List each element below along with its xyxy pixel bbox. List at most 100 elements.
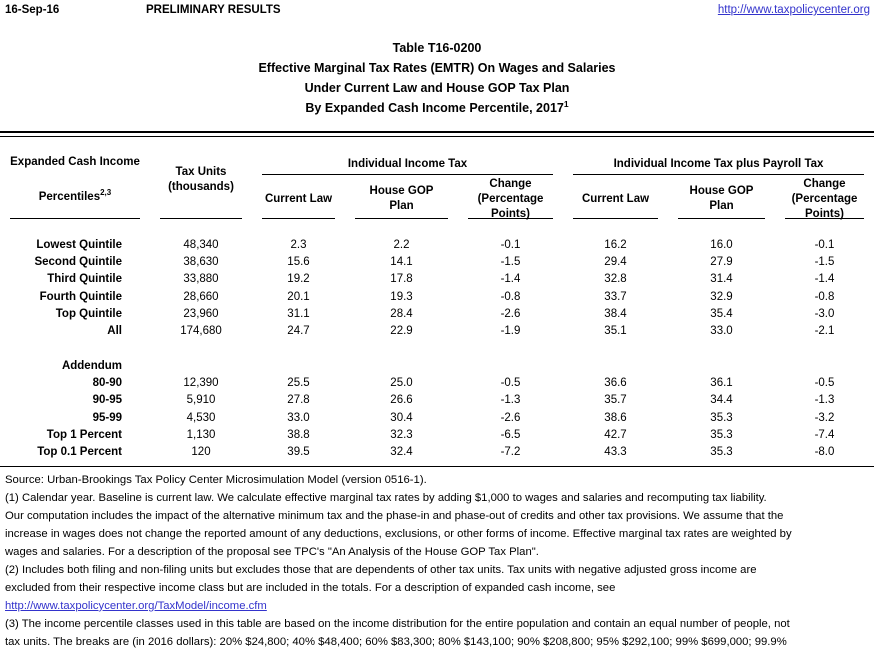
- data-cell: 25.5: [287, 377, 310, 390]
- data-cell: 17.8: [390, 273, 413, 286]
- row-label: Top Quintile: [55, 307, 122, 320]
- table-row: 95-99 4,530 33.0 30.4 -2.6 38.6 35.3 -3.2: [0, 409, 874, 426]
- data-cell: 38.6: [604, 411, 627, 424]
- data-cell: -2.6: [500, 411, 521, 424]
- column-header-change-payroll: Change (Percentage Points): [775, 175, 874, 223]
- data-cell: 15.6: [287, 255, 310, 268]
- data-cell: 23,960: [183, 307, 219, 320]
- data-cell: -8.0: [814, 446, 835, 459]
- data-cell: 12,390: [183, 377, 219, 390]
- table-subtitle-2: Under Current Law and House GOP Tax Plan: [304, 81, 570, 95]
- row-label: Top 0.1 Percent: [37, 446, 122, 459]
- data-cell: 30.4: [390, 411, 413, 424]
- data-cell: 35.3: [710, 411, 733, 424]
- source-note: Source: Urban-Brookings Tax Policy Cente…: [5, 473, 427, 486]
- data-cell: 22.9: [390, 325, 413, 338]
- table-number-title: Table T16-0200: [392, 41, 482, 55]
- footnotes: Source: Urban-Brookings Tax Policy Cente…: [0, 467, 874, 651]
- data-cell: 35.3: [710, 428, 733, 441]
- data-cell: 27.9: [710, 255, 733, 268]
- data-cell: 33.0: [287, 411, 310, 424]
- data-cell: -2.1: [814, 325, 835, 338]
- row-label: Lowest Quintile: [36, 238, 122, 251]
- data-cell: -0.1: [500, 238, 521, 251]
- data-cell: 35.3: [710, 446, 733, 459]
- row-label: All: [107, 325, 122, 338]
- table-row: All 174,680 24.7 22.9 -1.9 35.1 33.0 -2.1: [0, 322, 874, 339]
- report-date: 16-Sep-16: [5, 4, 60, 16]
- row-label: Fourth Quintile: [39, 290, 122, 303]
- row-label: 80-90: [92, 377, 122, 390]
- data-cell: 38.4: [604, 307, 627, 320]
- column-header-current-law-payroll: Current Law: [563, 175, 668, 223]
- group-header-income-plus-payroll-tax: Individual Income Tax plus Payroll Tax: [563, 137, 874, 175]
- data-cell: 2.3: [290, 238, 307, 251]
- header-underline: [160, 218, 242, 219]
- data-cell: 120: [191, 446, 211, 459]
- row-label: Third Quintile: [47, 273, 122, 286]
- data-cell: 24.7: [287, 325, 310, 338]
- table-header: Expanded Cash Income Percentiles2,3 Tax …: [0, 137, 874, 223]
- footnote-3: (3) The income percentile classes used i…: [5, 617, 790, 648]
- table-row: Addendum: [0, 357, 874, 374]
- data-cell: 38.8: [287, 428, 310, 441]
- data-cell: -0.8: [500, 290, 521, 303]
- document-header: 16-Sep-16 PRELIMINARY RESULTS http://www…: [0, 0, 874, 24]
- data-cell: -2.6: [500, 307, 521, 320]
- table-bottom-rule: [0, 465, 874, 467]
- data-cell: -1.3: [814, 394, 835, 407]
- data-cell: -1.3: [500, 394, 521, 407]
- data-cell: 34.4: [710, 394, 733, 407]
- data-cell: 42.7: [604, 428, 627, 441]
- data-cell: -0.1: [814, 238, 835, 251]
- data-cell: 36.6: [604, 377, 627, 390]
- column-header-change-iit: Change (Percentage Points): [458, 175, 563, 223]
- table-subtitle-3: By Expanded Cash Income Percentile, 2017…: [305, 98, 569, 115]
- table-title-block: Table T16-0200 Effective Marginal Tax Ra…: [0, 38, 874, 118]
- preliminary-results-label: PRELIMINARY RESULTS: [146, 4, 281, 16]
- data-cell: -1.5: [814, 255, 835, 268]
- footnote-1: (1) Calendar year. Baseline is current l…: [5, 491, 792, 558]
- table-row: Third Quintile 33,880 19.2 17.8 -1.4 32.8 31.4…: [0, 271, 874, 288]
- table-row: Lowest Quintile 48,340 2.3 2.2 -0.1 16.2 16.0 -…: [0, 236, 874, 253]
- footnote-2: (2) Includes both filing and non-filing …: [5, 563, 757, 594]
- data-cell: -0.8: [814, 290, 835, 303]
- data-cell: 174,680: [180, 325, 222, 338]
- footnote-ref-2-3: 2,3: [100, 188, 112, 198]
- table-subtitle-1: Effective Marginal Tax Rates (EMTR) On W…: [258, 61, 616, 75]
- column-header-house-gop-plan-iit: House GOP Plan: [345, 175, 458, 223]
- data-cell: 28,660: [183, 290, 219, 303]
- data-cell: 36.1: [710, 377, 733, 390]
- row-label: Top 1 Percent: [46, 428, 122, 441]
- data-cell: 1,130: [186, 428, 216, 441]
- group-underline: [573, 174, 864, 175]
- data-cell: 16.2: [604, 238, 627, 251]
- row-label: 95-99: [92, 411, 122, 424]
- data-cell: 14.1: [390, 255, 413, 268]
- income-cfm-link[interactable]: http://www.taxpolicycenter.org/TaxModel/…: [5, 599, 267, 612]
- data-cell: 16.0: [710, 238, 733, 251]
- data-cell: 33.7: [604, 290, 627, 303]
- data-cell: 32.4: [390, 446, 413, 459]
- row-label: Addendum: [61, 359, 122, 372]
- data-cell: 26.6: [390, 394, 413, 407]
- table-row: 90-95 5,910 27.8 26.6 -1.3 35.7 34.4 -1.3: [0, 392, 874, 409]
- data-cell: 32.3: [390, 428, 413, 441]
- data-cell: -1.5: [500, 255, 521, 268]
- data-cell: 43.3: [604, 446, 627, 459]
- data-cell: 32.8: [604, 273, 627, 286]
- data-cell: -6.5: [500, 428, 521, 441]
- data-cell: 33.0: [710, 325, 733, 338]
- table-row: Top Quintile 23,960 31.1 28.4 -2.6 38.4 35.4 -3…: [0, 305, 874, 322]
- taxpolicycenter-link[interactable]: http://www.taxpolicycenter.org: [717, 4, 870, 16]
- row-label: Second Quintile: [34, 255, 122, 268]
- data-cell: -3.0: [814, 307, 835, 320]
- data-cell: 35.7: [604, 394, 627, 407]
- table-row: Top 1 Percent 1,130 38.8 32.3 -6.5 42.7 35.3 -7…: [0, 426, 874, 443]
- column-header-tax-units: Tax Units (thousands): [150, 137, 252, 223]
- group-header-individual-income-tax: Individual Income Tax: [252, 137, 563, 175]
- data-cell: 19.2: [287, 273, 310, 286]
- data-cell: 20.1: [287, 290, 310, 303]
- table-body: Lowest Quintile 48,340 2.3 2.2 -0.1 16.2 16.0 -…: [0, 223, 874, 466]
- data-cell: -3.2: [814, 411, 835, 424]
